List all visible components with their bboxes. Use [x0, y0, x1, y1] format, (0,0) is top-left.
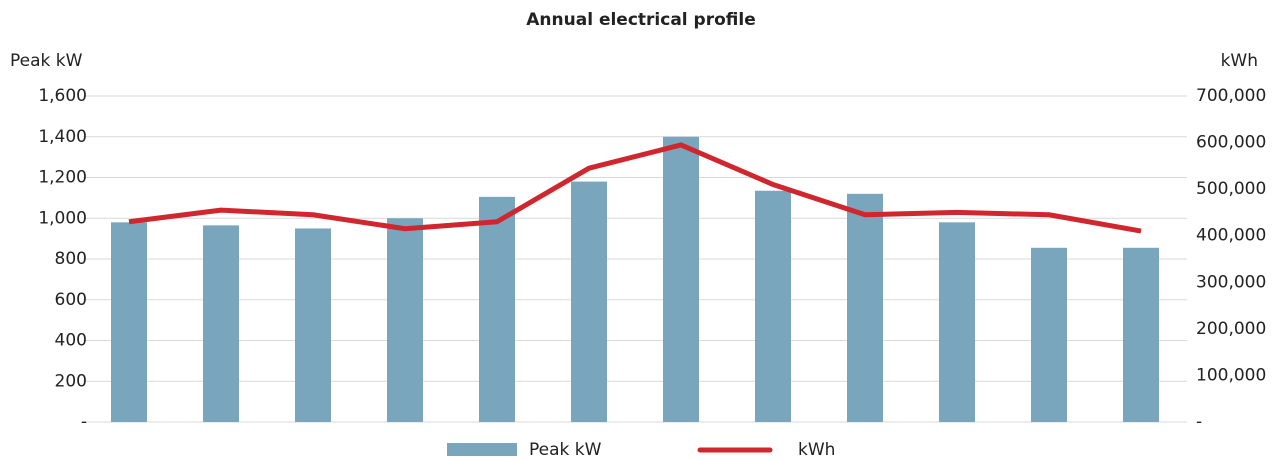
y-axis-title: Peak kW — [10, 51, 83, 71]
bar — [755, 190, 791, 422]
bar — [571, 181, 607, 422]
y2-tick-label: 600,000 — [1196, 133, 1266, 153]
y-tick-label: 1,200 — [38, 168, 87, 188]
legend-label: Peak kW — [529, 440, 602, 460]
y2-tick-label: 700,000 — [1196, 86, 1266, 106]
bar — [295, 228, 331, 422]
bar — [1123, 247, 1159, 422]
legend-swatch — [447, 443, 517, 456]
y-tick-label: 1,600 — [38, 86, 87, 106]
chart-title: Annual electrical profile — [526, 10, 755, 30]
y2-tick-label: 100,000 — [1196, 365, 1266, 385]
y2-tick-label: 300,000 — [1196, 272, 1266, 292]
legend-label: kWh — [798, 440, 835, 460]
line — [128, 142, 1142, 234]
y-tick-label: 1,000 — [38, 208, 87, 228]
bar — [847, 193, 883, 422]
y2-tick-label: 500,000 — [1196, 179, 1266, 199]
y-tick-label: 1,400 — [38, 127, 87, 147]
y-tick-label: 800 — [55, 249, 87, 269]
y2-tick-label: 400,000 — [1196, 226, 1266, 246]
y-tick-label: 400 — [55, 331, 87, 351]
bar — [203, 225, 239, 422]
y-tick-label: 200 — [55, 371, 87, 391]
bar — [479, 196, 515, 422]
y2-tick-label: - — [1196, 412, 1202, 432]
bar — [111, 222, 147, 422]
bar — [939, 222, 975, 422]
y2-tick-label: 200,000 — [1196, 319, 1266, 339]
y-tick-label: - — [81, 412, 87, 432]
bar — [663, 136, 699, 422]
bar — [387, 218, 423, 422]
y2-axis-title: kWh — [1221, 51, 1258, 71]
bar — [1031, 247, 1067, 422]
y-tick-label: 600 — [55, 290, 87, 310]
